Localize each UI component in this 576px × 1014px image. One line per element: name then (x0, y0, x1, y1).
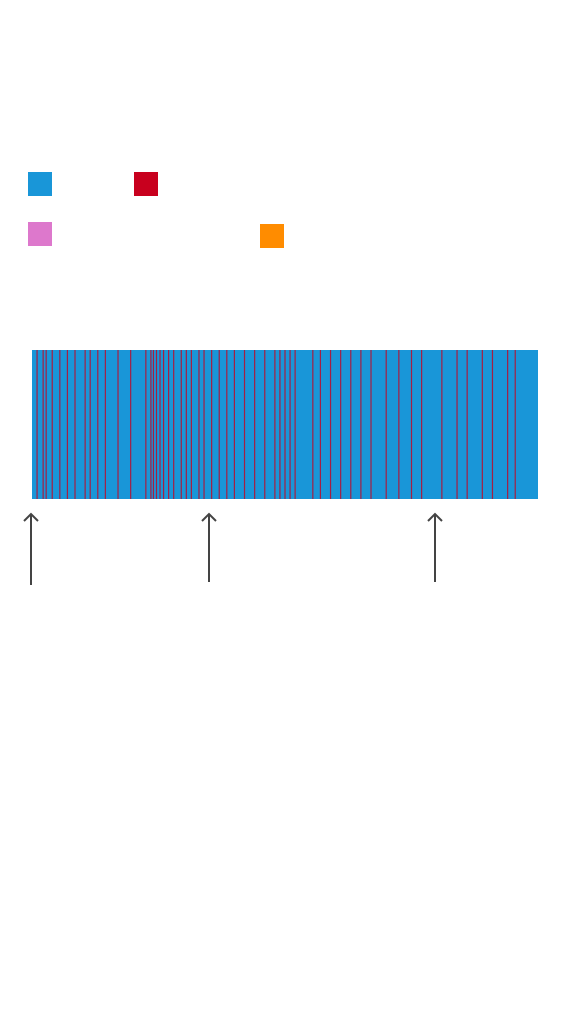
legend-swatch (134, 172, 158, 196)
legend (28, 172, 284, 248)
arrow (201, 512, 217, 582)
arrow (23, 512, 39, 585)
legend-swatch (260, 224, 284, 248)
arrow (427, 512, 443, 582)
arrows (23, 512, 443, 585)
legend-swatch (28, 172, 52, 196)
legend-swatch (28, 222, 52, 246)
event-strip (32, 350, 538, 499)
